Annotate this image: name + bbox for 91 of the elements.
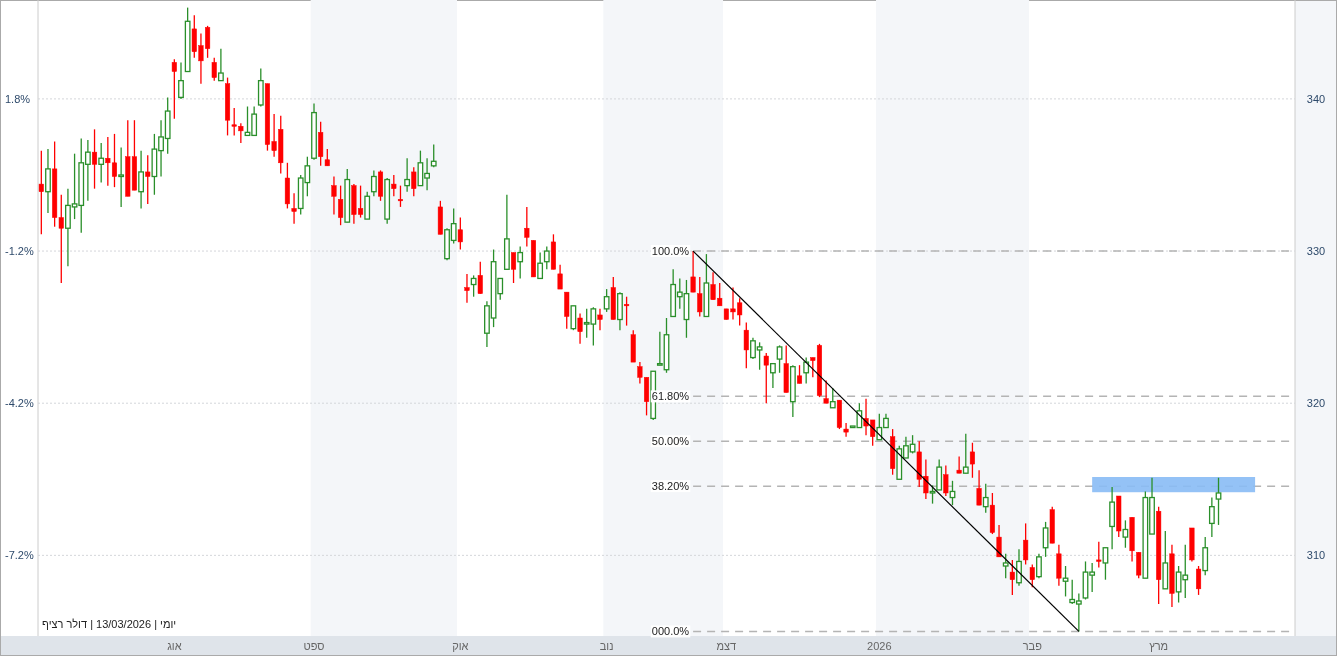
candlestick [803, 356, 810, 385]
candlestick [1036, 553, 1042, 579]
candlestick [843, 422, 849, 438]
candlestick [577, 312, 583, 345]
candlestick [763, 352, 769, 404]
candlestick [776, 344, 783, 374]
candlestick [1196, 565, 1202, 596]
candlestick [338, 184, 344, 226]
candlestick [217, 48, 224, 82]
candlestick [211, 57, 217, 82]
candlestick [962, 432, 969, 474]
candlestick [929, 484, 936, 505]
candlestick [829, 387, 836, 409]
y-tick-label: 340 [1306, 92, 1326, 105]
x-tick-label: ספט [303, 640, 325, 652]
candlestick [1208, 496, 1215, 538]
candlestick [1023, 522, 1029, 566]
y-tick-label: 320 [1306, 397, 1326, 410]
candlestick [743, 321, 749, 369]
candlestick [697, 276, 703, 318]
candlestick [823, 379, 829, 404]
candlestick [291, 192, 297, 225]
candlestick [397, 184, 403, 208]
candlestick [404, 157, 411, 193]
candlestick [430, 143, 437, 169]
annotation: 100.0% [651, 245, 690, 258]
candlestick [1096, 541, 1102, 569]
annotation: 000.0% [651, 625, 690, 638]
candlestick [943, 464, 949, 497]
candlestick [391, 174, 397, 197]
candlestick [543, 245, 550, 270]
candlestick [524, 206, 530, 248]
candlestick [1009, 559, 1015, 596]
candlestick [976, 469, 982, 506]
candlestick [1002, 553, 1009, 579]
candlestick [996, 524, 1002, 558]
candlestick [477, 261, 483, 295]
candlestick [537, 251, 544, 280]
candlestick [364, 191, 371, 220]
y2-tick-label: -4.2% [5, 396, 34, 409]
candlestick [624, 296, 630, 327]
annotation: יומי | 13/03/2026 | דולר רציף [42, 618, 177, 630]
candlestick [956, 455, 962, 474]
candlestick [470, 274, 477, 298]
candlestick [457, 216, 463, 251]
candlestick [98, 142, 105, 184]
candlestick [517, 245, 524, 280]
candlestick [982, 483, 989, 514]
x-tick-label: אוג [167, 640, 182, 652]
candlestick [171, 58, 177, 120]
candlestick [145, 154, 151, 205]
candlestick [511, 251, 517, 284]
candlestick [370, 169, 377, 197]
x-tick-label: נוב [599, 640, 614, 652]
x-tick-label: אוק [452, 640, 469, 652]
y-tick-label: 330 [1306, 245, 1326, 258]
candlestick [597, 308, 603, 331]
x-tick-label: 2026 [867, 640, 892, 652]
x-tick-label: מרץ [1149, 640, 1169, 652]
candlestick [118, 146, 125, 208]
candlestick [797, 364, 803, 385]
y2-tick-label: -7.2% [5, 548, 34, 561]
candlestick [1016, 548, 1022, 587]
candlestick [936, 458, 943, 491]
candlestick [1102, 547, 1109, 581]
candlestick [557, 264, 563, 290]
x-tick-label: דצמ [716, 640, 737, 652]
candlestick [1136, 551, 1142, 579]
x-tick-label: פבר [1022, 640, 1043, 652]
candlestick [38, 149, 44, 235]
candlestick [1202, 536, 1209, 576]
candlestick [1122, 519, 1129, 549]
candlestick [331, 175, 337, 216]
candlestick [138, 149, 144, 210]
annotation: 61.80% [651, 390, 690, 403]
y2-tick-label: -1.2% [5, 244, 34, 257]
candlestick [45, 148, 51, 214]
candlestick [464, 273, 470, 304]
y-tick-label: 310 [1306, 549, 1326, 562]
candlestick [969, 442, 975, 479]
candlestick [1042, 521, 1049, 558]
candlestick [411, 166, 417, 197]
candlestick [178, 61, 184, 100]
candlestick [1215, 477, 1222, 526]
candlestick [570, 305, 577, 331]
candlestick [92, 128, 98, 190]
annotation: 50.00% [651, 435, 690, 448]
annotation: 38.20% [651, 480, 690, 493]
candlestick [770, 363, 776, 389]
y2-tick-label: 1.8% [5, 92, 31, 105]
candlestick [690, 250, 696, 293]
